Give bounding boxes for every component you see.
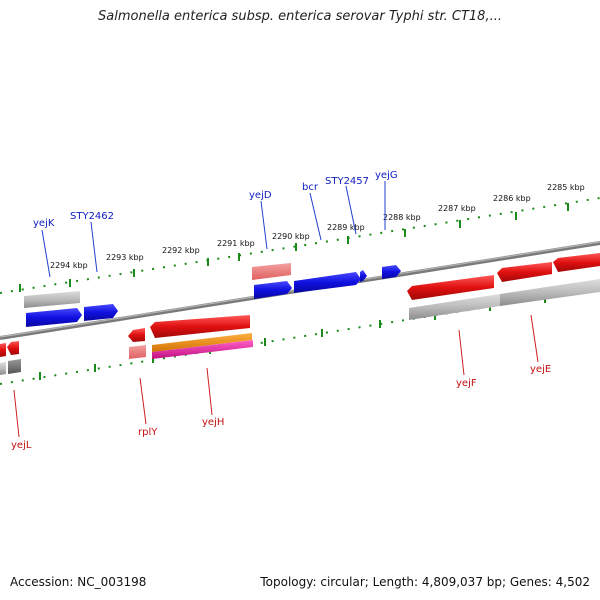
gene-label-yejf[interactable]: yejF bbox=[456, 378, 477, 389]
gene-yejl-feature-b[interactable] bbox=[7, 341, 19, 355]
ruler-label: 2292 kbp bbox=[162, 246, 200, 255]
gene-homolog-block bbox=[252, 263, 291, 280]
accession-text: Accession: NC_003198 bbox=[10, 575, 147, 589]
ruler-label: 2293 kbp bbox=[106, 253, 144, 262]
ruler-label: 2286 kbp bbox=[493, 194, 531, 203]
forward-leaders bbox=[41, 181, 386, 278]
gene-label-yejg[interactable]: yejG bbox=[375, 170, 398, 181]
gene-label-yejd[interactable]: yejD bbox=[249, 190, 272, 201]
gene-homolog-block bbox=[500, 279, 600, 306]
ruler-label: 2291 kbp bbox=[217, 239, 255, 248]
gene-label-yejh[interactable]: yejH bbox=[202, 417, 224, 428]
gene-yeje-feature-cont[interactable] bbox=[553, 253, 600, 272]
gene-orange-block bbox=[152, 333, 252, 352]
gene-homolog-block bbox=[0, 362, 6, 375]
gene-homolog-block bbox=[24, 291, 80, 308]
gene-yejd-feature[interactable] bbox=[254, 281, 292, 299]
gene-yeje-feature[interactable] bbox=[497, 262, 552, 282]
gene-homolog-block bbox=[129, 345, 146, 359]
gene-label-yejk[interactable]: yejK bbox=[33, 218, 55, 229]
gene-magenta-block bbox=[152, 340, 253, 359]
gene-rply-feature[interactable] bbox=[128, 328, 145, 342]
gene-label-sty2462[interactable]: STY2462 bbox=[70, 211, 114, 222]
gene-homolog-block bbox=[8, 359, 21, 374]
gene-homolog-block bbox=[409, 294, 500, 320]
gene-label-yeje[interactable]: yejE bbox=[530, 364, 551, 375]
gene-label-rply[interactable]: rplY bbox=[138, 427, 158, 438]
gene-yejh-feature[interactable] bbox=[150, 315, 250, 338]
gene-label-yejl[interactable]: yejL bbox=[11, 440, 32, 451]
ruler-label: 2289 kbp bbox=[327, 223, 365, 232]
ruler-label: 2288 kbp bbox=[383, 213, 421, 222]
gene-yejf-feature[interactable] bbox=[407, 275, 494, 300]
gene-yejg-feature[interactable] bbox=[382, 265, 401, 279]
gene-bcr-feature[interactable] bbox=[294, 272, 361, 293]
gene-sty2457-feature[interactable] bbox=[360, 270, 367, 282]
ruler-label: 2290 kbp bbox=[272, 232, 310, 241]
ruler-labels: 2294 kbp 2293 kbp 2292 kbp 2291 kbp 2290… bbox=[50, 183, 585, 270]
gene-sty2462-feature[interactable] bbox=[84, 304, 118, 321]
ruler-label: 2294 kbp bbox=[50, 261, 88, 270]
ruler-label: 2285 kbp bbox=[547, 183, 585, 192]
gene-label-sty2457[interactable]: STY2457 bbox=[325, 176, 369, 187]
ruler-major-ticks bbox=[19, 203, 569, 292]
ruler-label: 2287 kbp bbox=[438, 204, 476, 213]
genome-title: Salmonella enterica subsp. enterica sero… bbox=[98, 9, 502, 24]
genome-stats-text: Topology: circular; Length: 4,809,037 bp… bbox=[260, 575, 590, 589]
gene-yejl-feature[interactable] bbox=[0, 343, 6, 357]
gene-label-bcr[interactable]: bcr bbox=[302, 182, 319, 193]
reverse-leaders bbox=[13, 314, 539, 438]
gene-yejk-feature[interactable] bbox=[26, 308, 82, 327]
